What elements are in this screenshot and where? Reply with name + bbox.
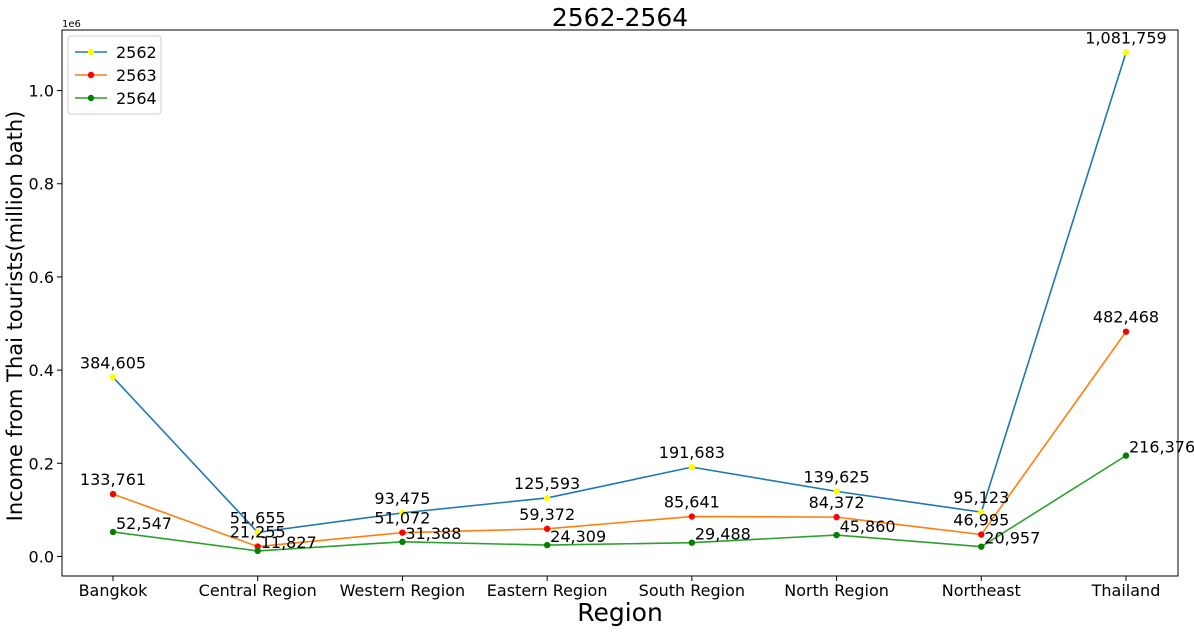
- data-point: [543, 494, 551, 502]
- legend-marker: [87, 94, 95, 102]
- y-tick-label: 1.0: [29, 82, 54, 101]
- data-point: [543, 525, 551, 532]
- data-label: 11,827: [261, 533, 317, 552]
- data-point: [833, 513, 840, 521]
- data-label: 191,683: [659, 443, 725, 462]
- x-tick-label: Western Region: [340, 581, 465, 600]
- series-markers: [109, 49, 1130, 555]
- data-point: [399, 509, 406, 517]
- legend-marker: [87, 71, 95, 79]
- y-axis-label: Income from Thai tourists(million bath): [3, 111, 27, 522]
- data-label: 216,376: [1129, 438, 1194, 457]
- x-tick-label: Bangkok: [79, 581, 149, 600]
- y-scale-offset: 1e6: [62, 19, 81, 30]
- data-point: [254, 547, 261, 555]
- data-label: 21,255: [230, 523, 286, 542]
- data-label: 24,309: [550, 527, 606, 546]
- x-tick-label: Northeast: [942, 581, 1021, 600]
- data-label: 52,547: [116, 514, 172, 533]
- chart-title: 2562-2564: [552, 3, 688, 32]
- data-label: 20,957: [984, 529, 1040, 548]
- data-label: 1,081,759: [1085, 28, 1166, 47]
- data-point: [1122, 328, 1130, 335]
- data-point: [543, 541, 551, 549]
- series-lines: [112, 52, 1127, 552]
- data-label: 139,625: [803, 467, 869, 486]
- data-point: [109, 374, 117, 381]
- series-line-2563: [112, 331, 1127, 548]
- data-label: 59,372: [519, 505, 575, 524]
- series-line-2562: [112, 52, 1127, 534]
- data-label: 31,388: [405, 524, 461, 543]
- data-point: [688, 513, 696, 520]
- data-point: [1122, 452, 1130, 459]
- x-tick-label: South Region: [639, 581, 745, 600]
- data-point: [688, 539, 696, 546]
- data-point: [109, 528, 117, 536]
- y-tick-label: 0.8: [29, 175, 54, 194]
- plot-area: [61, 29, 1179, 577]
- legend-marker: [87, 48, 95, 56]
- y-tick-label: 0.6: [29, 268, 54, 287]
- data-point: [254, 543, 261, 550]
- data-label: 95,123: [953, 488, 1009, 507]
- data-label: 51,655: [230, 508, 286, 527]
- data-point: [1122, 49, 1130, 56]
- y-tick-label: 0.4: [29, 361, 54, 380]
- y-tick-label: 0.0: [29, 547, 54, 566]
- legend-label: 2563: [116, 66, 157, 85]
- x-tick-label: Thailand: [1091, 581, 1161, 600]
- legend-box: [67, 35, 162, 115]
- series-line-2564: [112, 454, 1127, 552]
- data-label: 133,761: [80, 470, 146, 489]
- x-axis-label: Region: [577, 598, 663, 627]
- y-tick-label: 0.2: [29, 454, 54, 473]
- data-point: [399, 529, 406, 536]
- data-label: 84,372: [809, 493, 865, 512]
- legend: 2562 2563 2564: [67, 35, 162, 115]
- data-label: 93,475: [374, 489, 430, 508]
- data-label: 85,641: [664, 493, 720, 512]
- x-tick-label: Central Region: [199, 581, 317, 600]
- legend-label: 2562: [116, 43, 157, 62]
- data-point: [688, 463, 696, 471]
- data-label: 29,488: [695, 525, 751, 544]
- data-point: [399, 538, 406, 546]
- axes: 0.0 0.2 0.4 0.6 0.8 1.0 Bangkok Central Region W…: [29, 82, 1161, 600]
- x-tick-label: Eastern Region: [487, 581, 608, 600]
- data-label: 125,593: [514, 474, 580, 493]
- data-label: 384,605: [80, 353, 146, 372]
- data-point: [254, 529, 261, 536]
- data-label: 482,468: [1093, 308, 1159, 327]
- data-labels: 384,605 51,655 93,475 125,593 191,683 139,625…: [80, 28, 1194, 551]
- data-point: [833, 531, 840, 539]
- x-tick-label: North Region: [784, 581, 889, 600]
- data-point: [978, 508, 985, 516]
- data-label: 45,860: [840, 517, 896, 536]
- data-point: [833, 488, 840, 495]
- data-point: [978, 531, 985, 538]
- data-label: 51,072: [374, 509, 430, 528]
- legend-label: 2564: [116, 89, 157, 108]
- data-point: [978, 543, 985, 550]
- data-point: [109, 490, 117, 498]
- data-label: 46,995: [953, 511, 1009, 530]
